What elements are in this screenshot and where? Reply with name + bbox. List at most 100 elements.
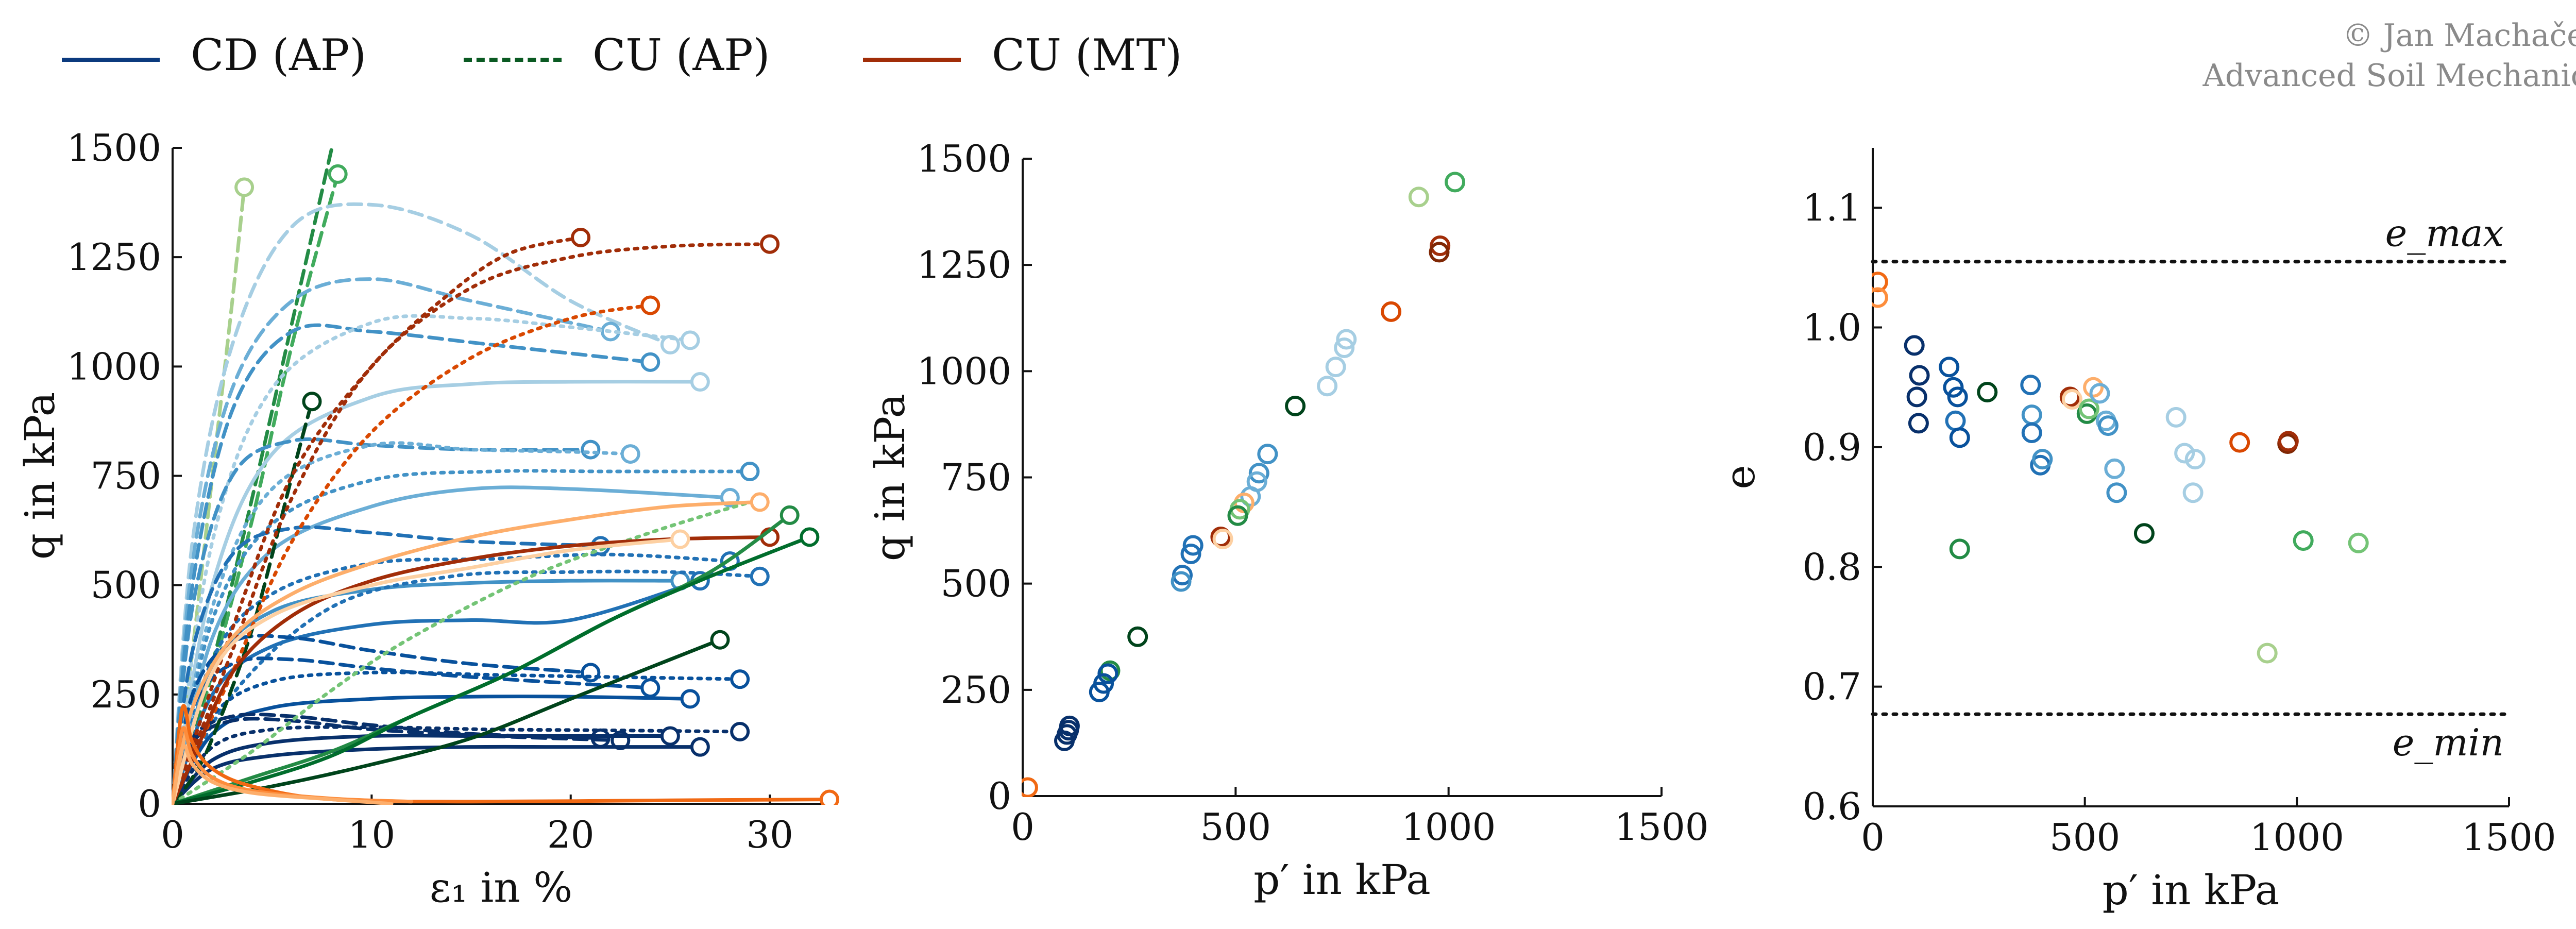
series-end-marker-2: [328, 164, 348, 184]
series-end-marker-7: [680, 330, 700, 350]
data-point-24: [1127, 626, 1148, 647]
data-point-19: [1212, 529, 1233, 550]
data-point-17: [1227, 505, 1248, 526]
data-point-33: [2184, 449, 2206, 470]
series-line-7: [172, 314, 692, 805]
series-line-26: [172, 745, 702, 805]
data-point-32: [1054, 730, 1075, 751]
x-tick-label: 500: [2049, 816, 2120, 859]
series-line-24: [172, 725, 742, 805]
legend: CD (AP) CU (AP) CU (MT): [0, 0, 1340, 119]
series-line-8: [172, 380, 702, 805]
y-tick-label: 750: [941, 456, 1011, 499]
y-tick-label: 0.8: [1802, 545, 1861, 588]
data-point-20: [2061, 389, 2082, 410]
data-point-26: [1097, 663, 1118, 684]
data-point-11: [1257, 444, 1278, 465]
data-point-7: [1334, 337, 1355, 358]
x-tick-label: 20: [547, 813, 595, 856]
series-end-marker-6: [640, 352, 660, 372]
y-axis-label: e: [1716, 465, 1764, 489]
x-tick-label: 500: [1200, 805, 1271, 849]
data-point-12: [1248, 463, 1269, 484]
series-line-32: [172, 535, 772, 805]
data-point-11: [1949, 427, 1970, 448]
y-tick-label: 1000: [67, 345, 161, 388]
data-point-14: [2020, 375, 2041, 396]
series-end-marker-36: [800, 527, 820, 547]
data-point-33: [1022, 777, 1038, 797]
series-end-marker-10: [620, 444, 640, 464]
data-point-20: [1182, 535, 1204, 556]
data-point-29: [2133, 523, 2155, 544]
series-end-marker-28: [760, 234, 780, 254]
series-line-19: [172, 656, 652, 805]
data-point-31: [2174, 443, 2195, 464]
series-end-marker-21: [680, 689, 700, 709]
series-end-marker-29: [571, 227, 591, 247]
series-end-marker-20: [730, 669, 750, 689]
data-point-8: [1325, 357, 1346, 378]
chart-panel-1: 0 10 20 30 0 250 500 750 1000 1250 1500 ε₁ in % q in…: [16, 126, 839, 911]
series-end-marker-24: [730, 721, 750, 741]
data-point-22: [2078, 398, 2099, 419]
x-axis-label: ε₁ in %: [430, 864, 573, 911]
series-end-marker-27: [302, 392, 322, 412]
data-point-24: [2089, 383, 2110, 404]
x-tick-label: 30: [746, 813, 793, 856]
data-point-23: [2083, 377, 2104, 398]
series-end-marker-26: [690, 737, 710, 757]
data-point-9: [1947, 386, 1968, 408]
series-end-marker-33: [750, 492, 770, 512]
data-point-36: [2278, 431, 2299, 452]
series-line-27: [172, 399, 314, 805]
legend-label-cu-mt: CU (MT): [992, 30, 1182, 80]
reference-line-label-2: e_min: [2393, 721, 2504, 764]
y-tick-label: 250: [941, 668, 1011, 712]
y-tick-label: 0: [988, 774, 1011, 818]
data-point-9: [1317, 376, 1338, 397]
data-point-23: [1171, 571, 1192, 592]
y-tick-label: 1500: [917, 137, 1011, 180]
data-point-1: [1408, 187, 1429, 208]
y-tick-label: 1.0: [1802, 306, 1861, 349]
plot-area: [1022, 172, 1466, 797]
series-line-17: [172, 579, 702, 805]
data-point-4: [1429, 242, 1450, 263]
x-tick-label: 1000: [2250, 816, 2344, 859]
data-point-16: [2021, 423, 2042, 444]
data-point-27: [2104, 458, 2125, 479]
series-line-12: [172, 485, 732, 805]
y-axis-label: q in kPa: [866, 394, 914, 562]
legend-swatch-cu-mt: [863, 58, 961, 62]
data-point-8: [1943, 377, 1964, 398]
x-tick-label: 1000: [1401, 805, 1496, 849]
credit-line-2: Advanced Soil Mechanics: [2202, 58, 2576, 94]
series-line-6: [172, 323, 652, 805]
data-point-14: [1240, 486, 1261, 507]
series-end-marker-11: [740, 462, 760, 482]
series-line-31: [172, 500, 752, 805]
x-tick-label: 0: [161, 813, 184, 856]
series-line-9: [172, 437, 592, 805]
series-end-marker-4: [660, 334, 680, 354]
data-point-10: [1285, 395, 1306, 416]
series-line-37: [172, 638, 722, 805]
series-line-34: [172, 537, 682, 805]
series-line-13: [172, 525, 603, 805]
series-line-18: [172, 634, 592, 805]
y-tick-label: 0.7: [1802, 665, 1861, 708]
series-line-25: [172, 734, 672, 805]
y-tick-label: 750: [91, 454, 161, 498]
series-end-marker-38: [820, 789, 839, 805]
plot-area: [1872, 272, 2369, 664]
data-point-3: [1904, 335, 1925, 356]
series-end-marker-34: [670, 529, 690, 549]
data-point-30: [2165, 407, 2187, 428]
data-point-13: [1977, 382, 1998, 403]
y-tick-label: 500: [941, 562, 1011, 605]
data-point-4: [1909, 365, 1930, 386]
x-tick-label: 10: [348, 813, 396, 856]
series-end-marker-1: [234, 177, 255, 197]
data-point-32: [2182, 482, 2204, 503]
